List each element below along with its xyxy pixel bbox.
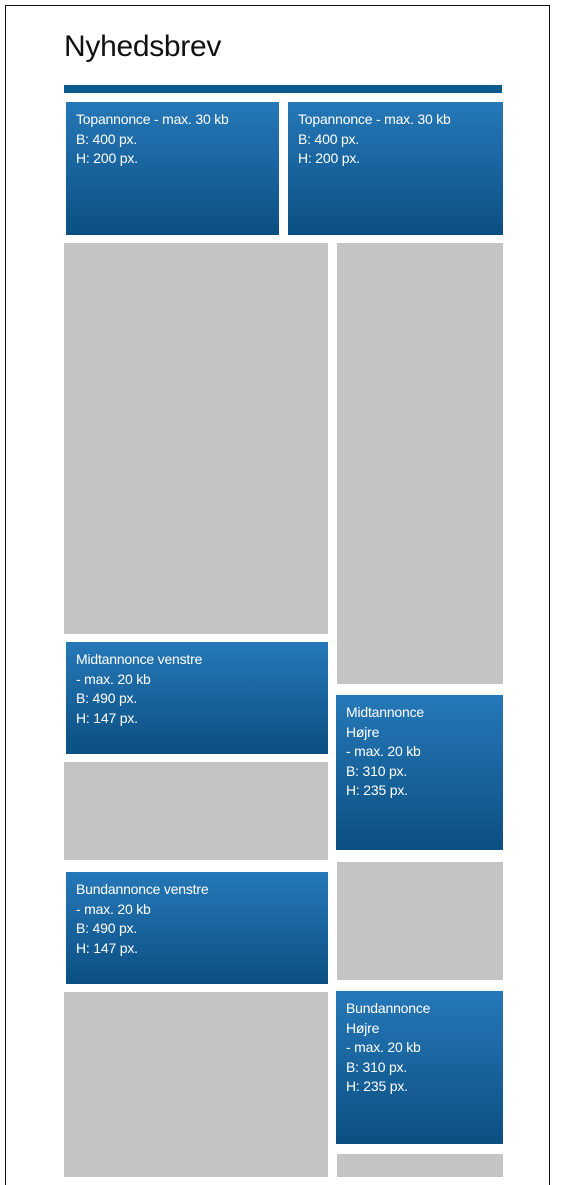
content-placeholder-right-2 — [337, 862, 503, 980]
mid-ad-left: Midtannonce venstre - max. 20 kb B: 490 … — [66, 642, 328, 754]
top-ad-left: Topannonce - max. 30 kb B: 400 px. H: 20… — [66, 102, 279, 235]
bottom-ad-right: Bundannonce Højre - max. 20 kb B: 310 px… — [336, 991, 503, 1144]
mid-ad-right: Midtannonce Højre - max. 20 kb B: 310 px… — [336, 695, 503, 850]
content-placeholder-right-1 — [337, 243, 503, 684]
content-placeholder-right-3 — [337, 1154, 503, 1177]
content-placeholder-left-3 — [64, 992, 328, 1177]
newsletter-frame — [5, 5, 550, 1185]
content-placeholder-left-2 — [64, 762, 328, 860]
content-placeholder-left-1 — [64, 243, 328, 634]
page-title: Nyhedsbrev — [64, 30, 222, 63]
bottom-ad-left: Bundannonce venstre - max. 20 kb B: 490 … — [66, 872, 328, 984]
top-ad-right: Topannonce - max. 30 kb B: 400 px. H: 20… — [288, 102, 503, 235]
title-rule — [64, 85, 502, 93]
